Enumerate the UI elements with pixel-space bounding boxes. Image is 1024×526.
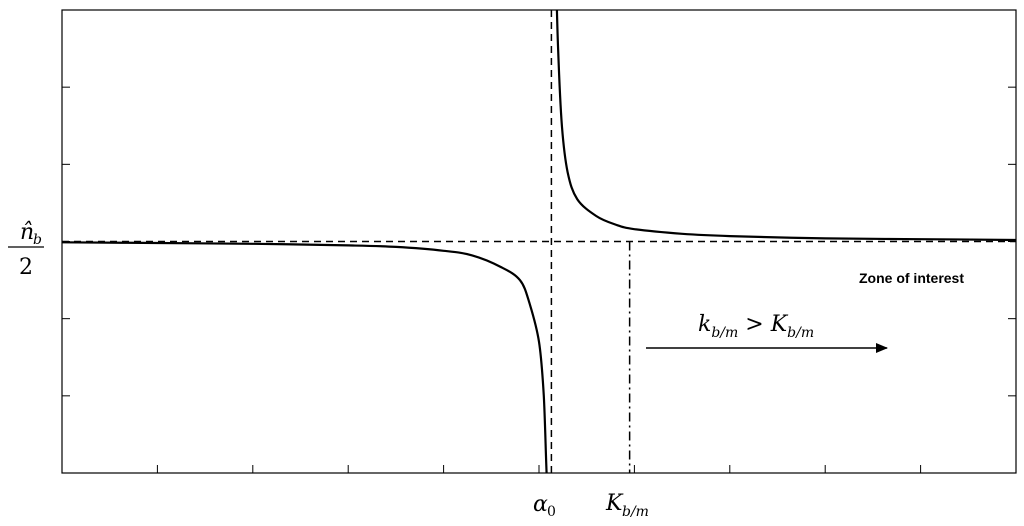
inequality-annotation: kb/m > Kb/m	[698, 312, 814, 341]
y-label-numerator: n̂	[20, 220, 34, 245]
series-curve-left	[62, 241, 548, 473]
x-tick-label-k-sub: b/m	[622, 504, 649, 520]
x-tick-label-alpha-sub: 0	[547, 504, 556, 520]
x-tick-label-alpha0: α 0	[533, 492, 556, 520]
series-curve-right	[555, 10, 1016, 242]
axis-ticks	[62, 86, 1016, 473]
x-tick-label-k: K	[605, 491, 624, 516]
y-axis-label: n̂ b 2	[8, 220, 44, 280]
x-tick-label-alpha: α	[533, 492, 548, 517]
x-tick-label-kbm: K b/m	[605, 491, 649, 520]
y-label-denominator: 2	[19, 255, 33, 280]
y-label-subscript: b	[33, 232, 42, 248]
zone-of-interest-label: Zone of interest	[859, 270, 964, 286]
